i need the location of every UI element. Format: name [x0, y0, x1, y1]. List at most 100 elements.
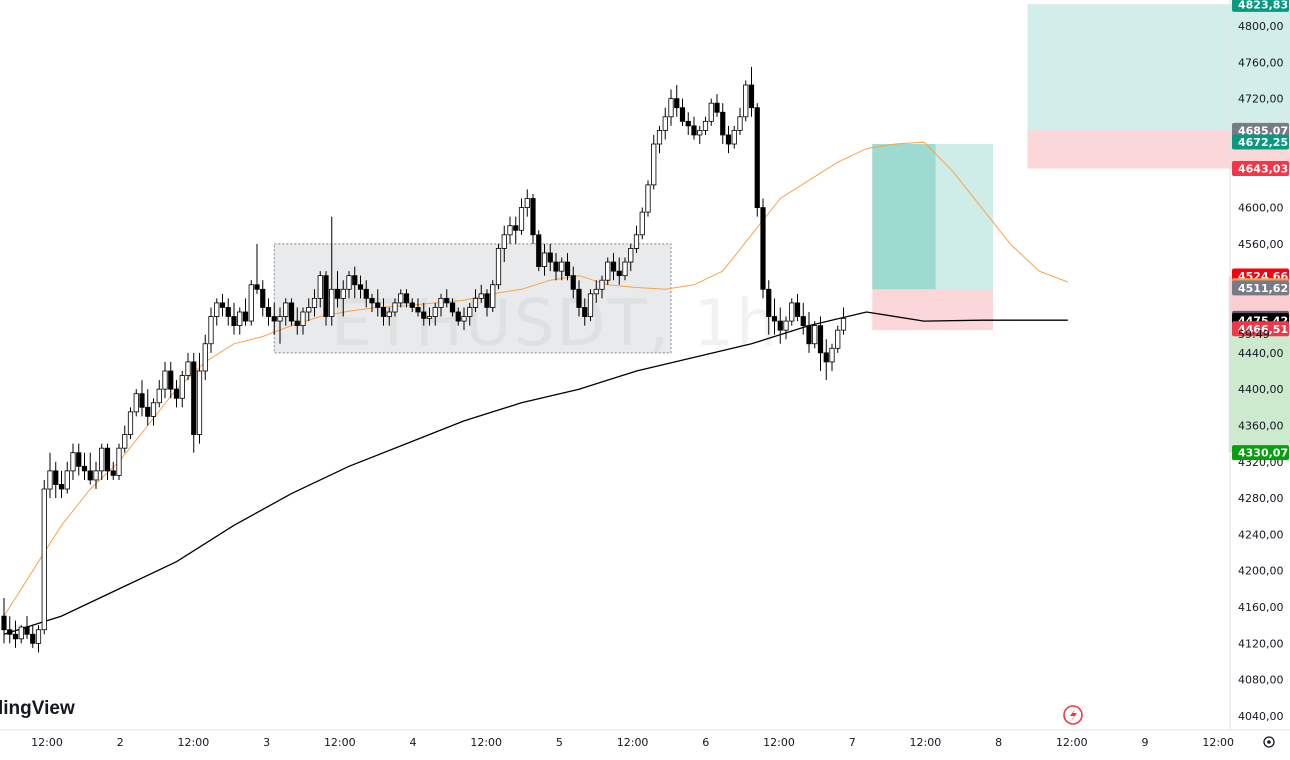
price-tick-label: 4400,00 — [1238, 383, 1284, 396]
time-tick-label: 5 — [556, 736, 563, 749]
candle — [12, 620, 19, 648]
position-box-target-4[interactable] — [1027, 4, 1290, 131]
time-tick-label: 4 — [410, 736, 417, 749]
candle — [311, 289, 318, 317]
candle — [806, 311, 812, 353]
candle — [162, 361, 168, 399]
candle — [392, 298, 398, 317]
candle — [610, 252, 617, 281]
position-box-target_dark-2[interactable] — [872, 144, 936, 290]
replay-icon[interactable] — [1063, 705, 1083, 725]
candle — [651, 134, 657, 190]
candle — [24, 616, 30, 639]
candle — [639, 207, 645, 240]
candle — [58, 470, 65, 499]
candle — [99, 443, 105, 480]
price-tick-label: 4200,00 — [1238, 565, 1284, 578]
candle — [766, 280, 772, 335]
candle — [70, 443, 76, 480]
position-box-target-7[interactable] — [1228, 318, 1290, 453]
time-tick-label: 12:00 — [31, 736, 63, 749]
candle — [179, 371, 185, 408]
candle — [306, 298, 312, 322]
price-tag: 4330,07 — [1232, 445, 1289, 461]
candle — [444, 289, 450, 308]
candle — [461, 307, 467, 331]
candle — [133, 389, 139, 417]
candle — [691, 116, 697, 140]
candle — [829, 343, 835, 371]
candle — [260, 280, 266, 317]
price-tick-label: 4280,00 — [1238, 492, 1284, 505]
candle — [415, 298, 421, 317]
candle — [352, 266, 358, 299]
candle — [783, 316, 789, 340]
candle — [702, 116, 709, 135]
candle — [674, 85, 680, 117]
candle — [840, 307, 847, 335]
candle — [334, 271, 341, 308]
candle — [605, 257, 611, 285]
candle — [265, 298, 272, 326]
candle — [122, 425, 128, 453]
tradingview-logo: lingView — [0, 698, 75, 719]
candle — [697, 125, 703, 145]
candle — [720, 103, 726, 145]
time-tick-label: 8 — [995, 736, 1002, 749]
candle — [507, 216, 513, 244]
settings-gear-icon[interactable] — [1263, 736, 1275, 748]
candle — [168, 361, 174, 399]
time-tick-label: 7 — [849, 736, 856, 749]
candle — [214, 298, 220, 326]
candle — [150, 398, 157, 426]
candle — [386, 307, 392, 326]
candle — [576, 280, 582, 317]
candle — [242, 298, 249, 326]
candle — [748, 66, 755, 117]
candle — [432, 302, 438, 326]
time-tick-label: 12:00 — [1202, 736, 1234, 749]
candle — [633, 225, 640, 253]
candle — [628, 243, 634, 272]
candle — [794, 293, 801, 322]
candle — [104, 443, 111, 480]
candle — [645, 180, 651, 217]
candle — [524, 189, 530, 217]
candle — [449, 298, 456, 317]
svg-text:4466,51: 4466,51 — [1238, 323, 1288, 336]
candle — [771, 298, 778, 335]
candle — [582, 298, 588, 326]
time-tick-label: 2 — [117, 736, 124, 749]
candle — [357, 275, 364, 299]
svg-text:4823,83: 4823,83 — [1238, 0, 1288, 11]
candle — [426, 307, 433, 326]
candle — [219, 293, 226, 317]
candle — [599, 275, 605, 299]
position-box-stop-3[interactable] — [872, 289, 993, 331]
candle — [196, 352, 203, 444]
candle — [472, 289, 479, 312]
candle — [30, 625, 36, 648]
candle — [375, 289, 381, 317]
time-tick-label: 12:00 — [617, 736, 649, 749]
candle — [363, 280, 369, 308]
position-box-target-1[interactable] — [872, 144, 993, 290]
candle — [478, 284, 484, 303]
candle — [731, 125, 737, 149]
candle — [754, 103, 760, 217]
candle — [248, 280, 254, 326]
candle — [271, 302, 277, 335]
candle — [93, 461, 99, 490]
svg-text:4672,25: 4672,25 — [1238, 136, 1288, 149]
price-tick-label: 4160,00 — [1238, 601, 1284, 614]
candle — [455, 307, 461, 326]
candle — [18, 625, 24, 644]
candle — [743, 80, 749, 122]
candle — [530, 193, 536, 244]
price-axis: 4800,004760,004720,004560,004600,004476,… — [1238, 20, 1284, 723]
time-tick-label: 12:00 — [324, 736, 356, 749]
candle — [76, 443, 82, 476]
candle — [668, 89, 674, 126]
candle — [237, 307, 243, 335]
